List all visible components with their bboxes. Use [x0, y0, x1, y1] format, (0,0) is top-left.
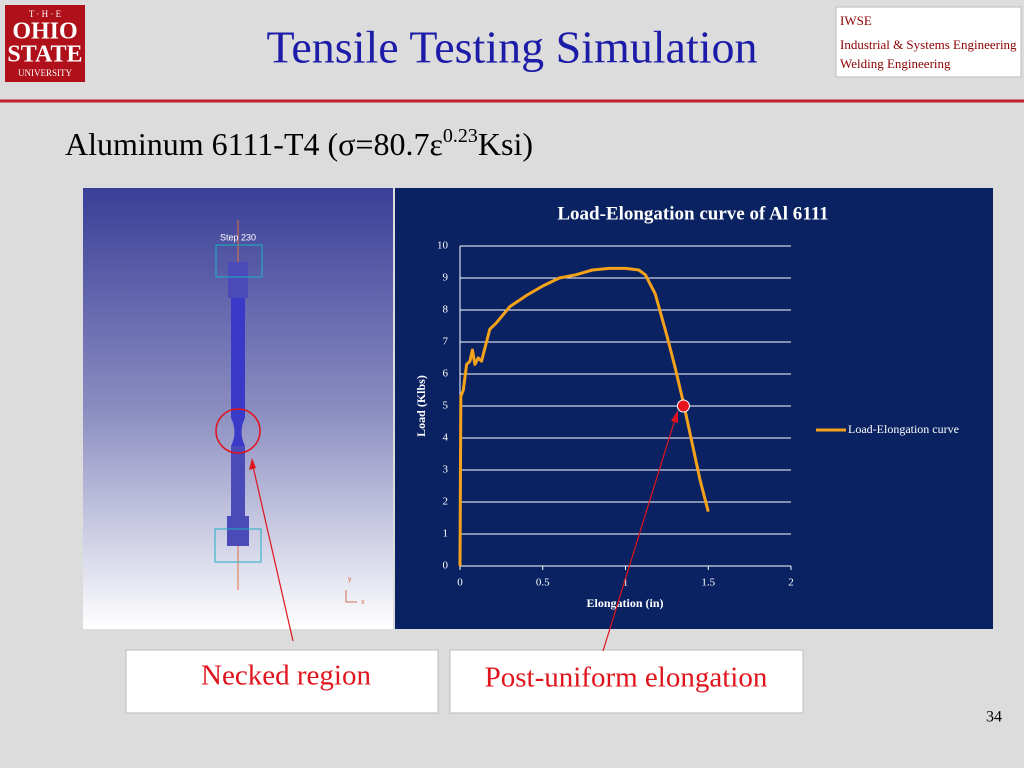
- slide-title: Tensile Testing Simulation: [266, 22, 757, 73]
- x-tick-label: 1.5: [701, 577, 715, 589]
- x-tick-label: 0.5: [536, 577, 550, 589]
- y-tick-label: 6: [443, 368, 449, 380]
- line-series: [458, 266, 710, 567]
- x-tick-label: 2: [788, 577, 794, 589]
- page-number: 34: [986, 709, 1002, 726]
- arrow-head: [671, 410, 678, 423]
- y-tick-label: 8: [443, 304, 449, 316]
- y-tick-label: 5: [443, 400, 449, 412]
- y-tick-label: 2: [443, 496, 449, 508]
- y-tick-label: 4: [443, 432, 449, 444]
- subtitle-part: Aluminum 6111-T4 (σ=80.7ε: [65, 126, 443, 162]
- x-tick-label: 0: [457, 577, 463, 589]
- subtitle-sup: 0.23: [443, 125, 478, 147]
- triad-label: x: [361, 599, 365, 606]
- specimen-gauge: [231, 446, 245, 516]
- arrow-head: [249, 458, 256, 470]
- highlight-point: [676, 399, 690, 413]
- badge-text: IWSE: [840, 13, 872, 28]
- logo-text: OHIO: [12, 19, 77, 45]
- y-tick-label: 0: [443, 560, 449, 572]
- badge: [835, 6, 1022, 78]
- arrow: [602, 415, 677, 652]
- chart: 0 1 2 3 4 5 6 7 8 9 10 0 0.5 1 1.5 2 Load-Elongation cur…: [437, 240, 959, 589]
- triad: [345, 590, 357, 603]
- step-label: Step 230: [220, 232, 256, 242]
- subtitle-part: Ksi): [478, 126, 533, 162]
- logo: [5, 5, 85, 82]
- y-axis-label: Load (Klbs): [414, 375, 428, 437]
- chart-panel: [395, 188, 993, 629]
- specimen-neck: [231, 418, 245, 446]
- triad-label: y: [348, 576, 352, 583]
- y-tick-label: 7: [443, 336, 449, 348]
- callout-text: Necked region: [201, 660, 371, 692]
- x-axis-label: Elongation (in): [586, 596, 663, 610]
- y-tick-label: 9: [443, 272, 449, 284]
- specimen-gauge: [231, 298, 245, 418]
- chart-title: Load-Elongation curve of Al 6111: [557, 203, 828, 224]
- callout-box: [125, 649, 439, 714]
- x-tick-label: 1: [623, 577, 629, 589]
- callout-box: [449, 649, 804, 714]
- y-tick-label: 10: [437, 240, 449, 252]
- arrow: [251, 461, 294, 642]
- y-tick-label: 3: [443, 464, 449, 476]
- y-tick-label: 1: [443, 528, 449, 540]
- specimen-grip: [228, 262, 248, 298]
- logo-text: STATE: [7, 42, 82, 68]
- logo-text: UNIVERSITY: [18, 68, 72, 78]
- neck-circle: [215, 408, 261, 454]
- logo-text: T · H · E: [29, 9, 62, 19]
- grip-box: [215, 244, 263, 278]
- subtitle: Aluminum 6111-T4 (σ=80.7ε0.23Ksi): [65, 125, 533, 163]
- specimen-grip: [227, 516, 249, 546]
- grip-box: [214, 528, 262, 563]
- badge-text: Welding Engineering: [840, 56, 951, 71]
- callout-text: Post-uniform elongation: [485, 662, 768, 694]
- badge-text: Industrial & Systems Engineering: [840, 37, 1017, 52]
- legend-label: Load-Elongation curve: [848, 422, 959, 436]
